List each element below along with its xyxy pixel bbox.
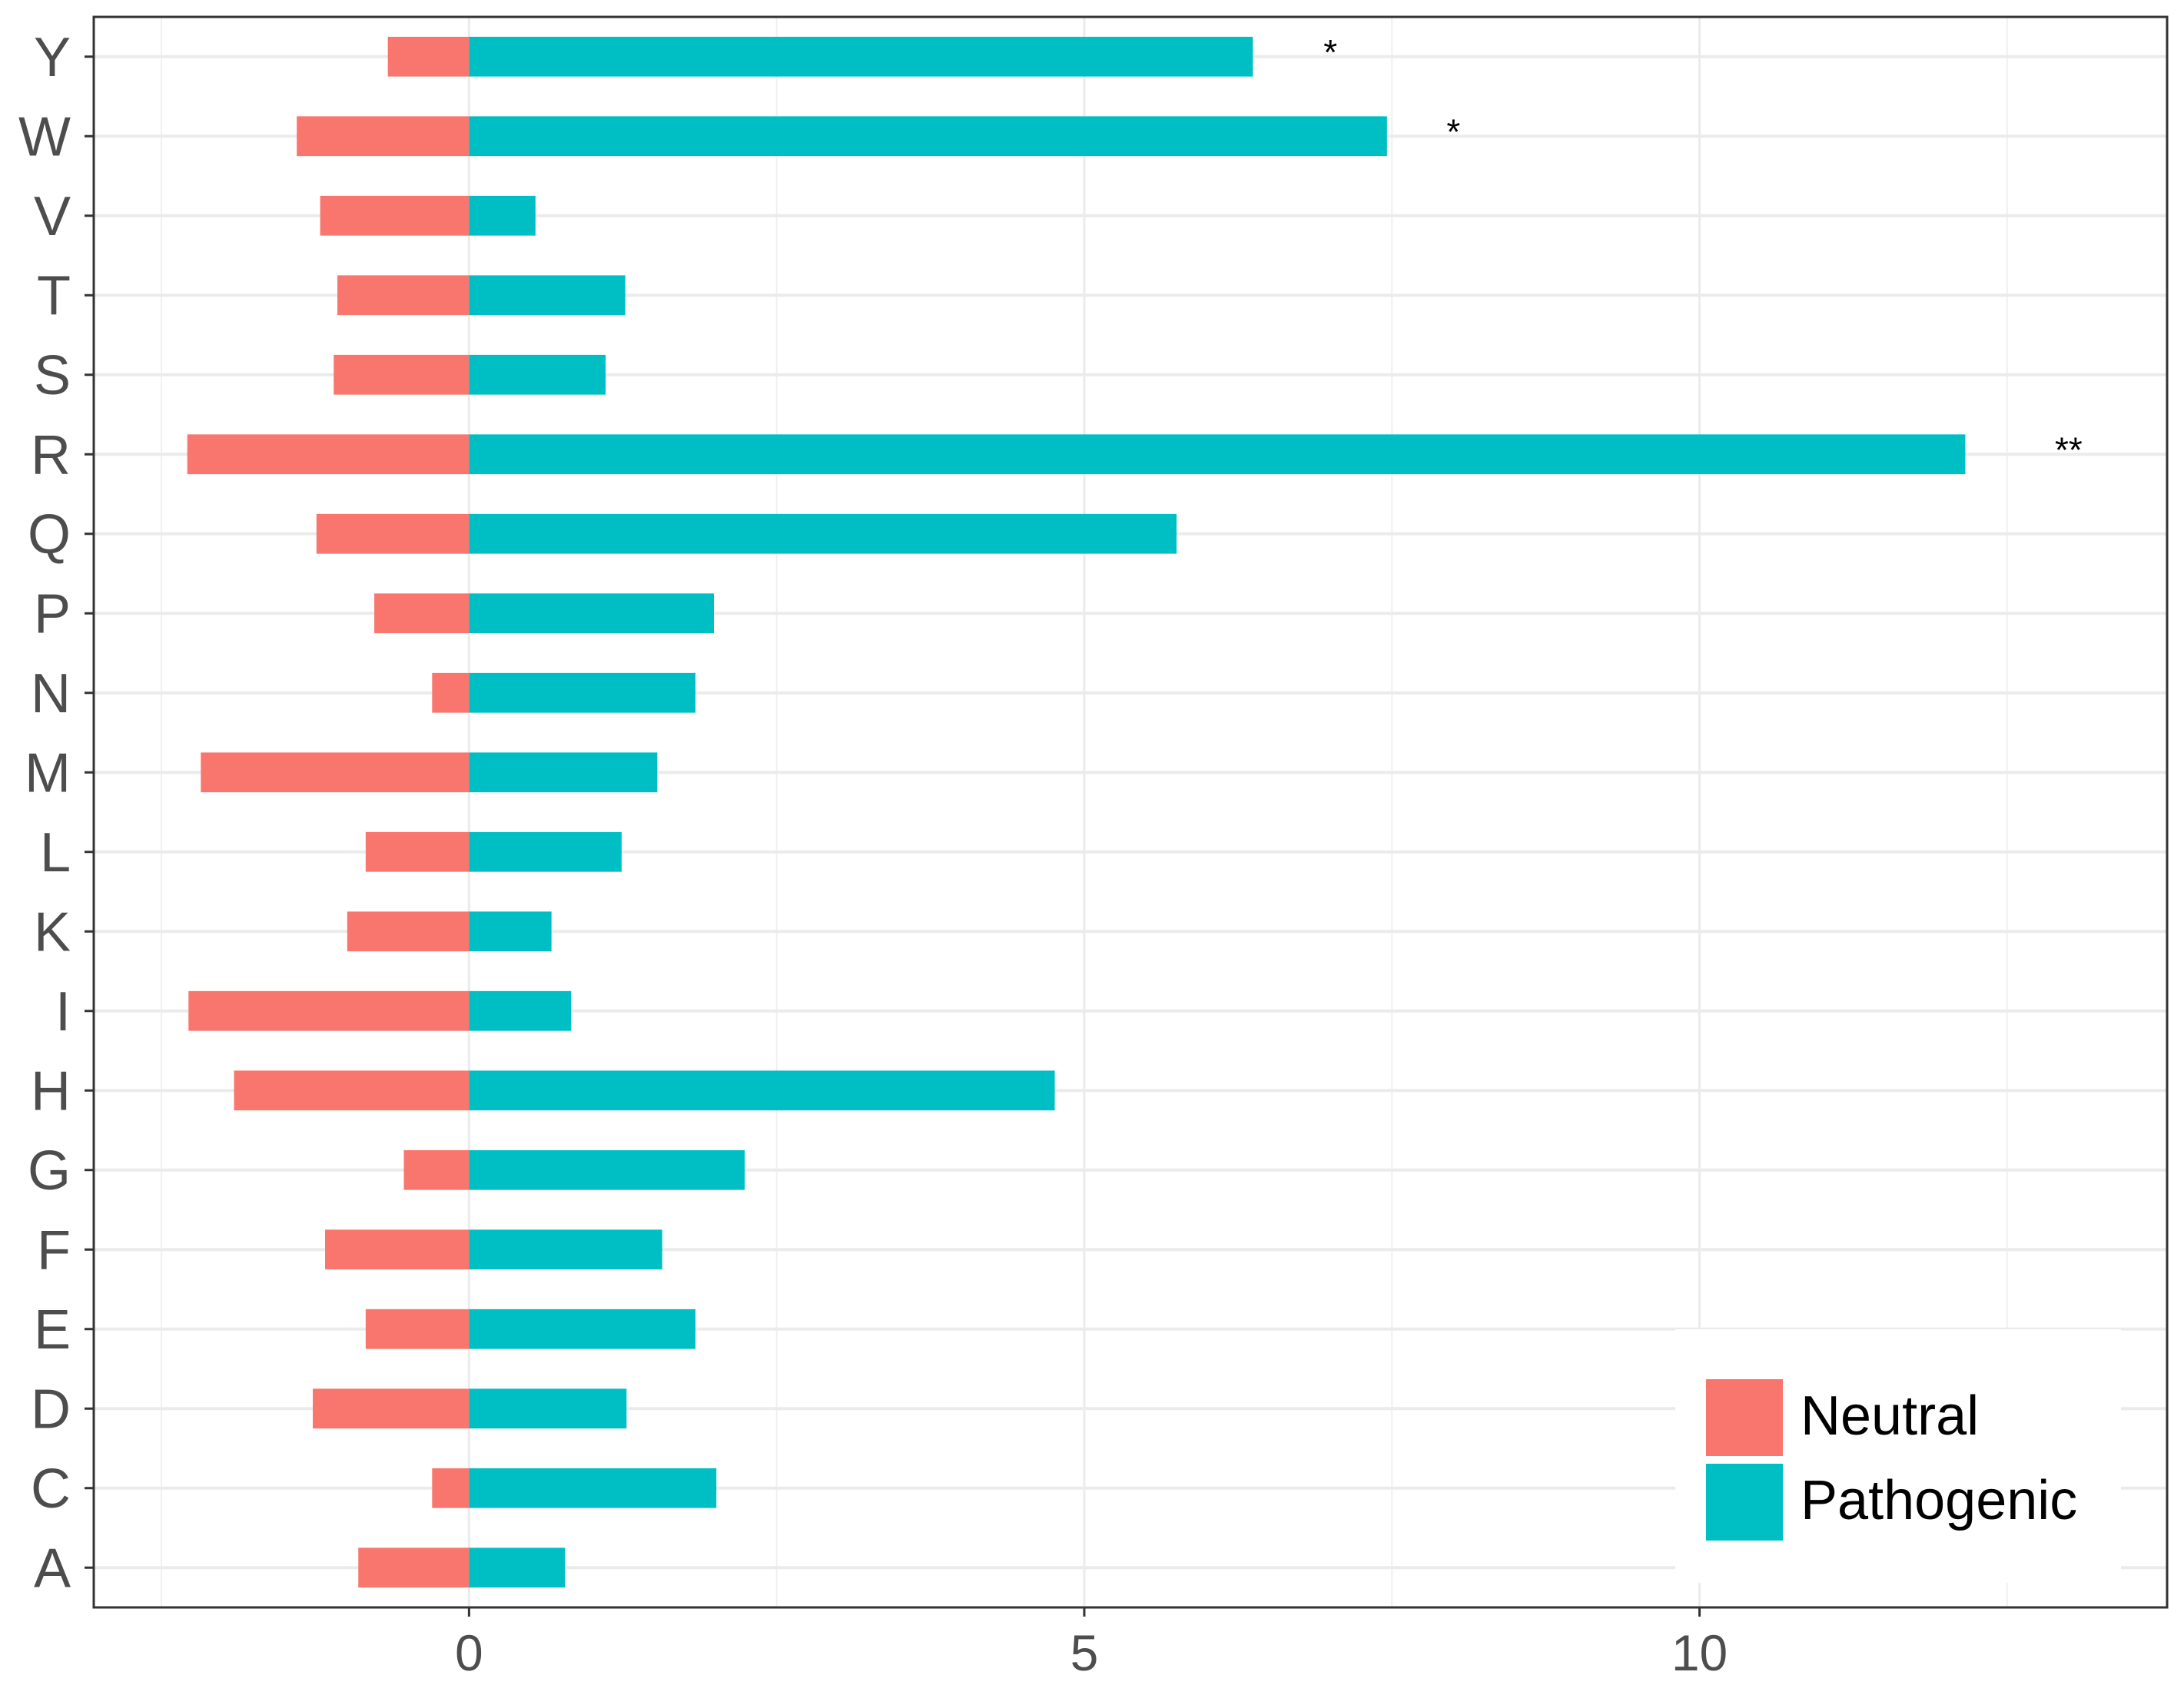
plot-border xyxy=(92,15,2169,1609)
neutral-bar-F xyxy=(325,1229,470,1270)
neutral-bar-K xyxy=(347,911,470,952)
neutral-bar-Q xyxy=(316,513,470,554)
y-tick-label: S xyxy=(34,345,71,406)
pathogenic-bar-I xyxy=(469,990,572,1031)
pathogenic-bar-A xyxy=(469,1547,566,1588)
neutral-bar-T xyxy=(337,275,470,316)
y-tick-label: G xyxy=(28,1140,71,1202)
pathogenic-bar-H xyxy=(469,1070,1055,1111)
neutral-bar-V xyxy=(320,195,470,236)
y-tick-label: M xyxy=(25,742,71,804)
neutral-bar-G xyxy=(403,1149,470,1190)
y-tick-label: T xyxy=(37,265,71,327)
x-tick-label: 0 xyxy=(455,1624,483,1681)
neutral-bar-Y xyxy=(387,36,470,77)
significance-annotations: **** xyxy=(1323,32,2083,470)
pathogenic-bar-W xyxy=(469,116,1387,157)
significance-label: * xyxy=(1323,32,1337,72)
neutral-bar-I xyxy=(188,990,470,1031)
pathogenic-bar-P xyxy=(469,593,714,634)
y-tick-label: R xyxy=(31,424,71,486)
pathogenic-bar-R xyxy=(469,434,1966,475)
neutral-bar-N xyxy=(432,672,470,713)
legend-key-neutral xyxy=(1706,1379,1783,1456)
y-tick-label: I xyxy=(55,981,71,1043)
y-tick-label: Q xyxy=(28,504,71,566)
neutral-bar-M xyxy=(201,752,470,793)
y-tick-label: H xyxy=(31,1060,71,1122)
pathogenic-bar-K xyxy=(469,911,552,952)
pathogenic-bar-M xyxy=(469,752,658,793)
y-tick-label: N xyxy=(31,663,71,725)
pathogenic-bar-S xyxy=(469,354,606,395)
pathogenic-bar-Y xyxy=(469,36,1253,77)
y-tick-label: C xyxy=(31,1458,71,1520)
y-tick-label: L xyxy=(40,822,71,884)
x-tick-label: 5 xyxy=(1070,1624,1099,1681)
pathogenic-bar-T xyxy=(469,275,626,316)
bars xyxy=(187,36,1966,1588)
pathogenic-bar-C xyxy=(469,1468,717,1508)
y-tick-label: K xyxy=(34,901,71,963)
y-tick-label: F xyxy=(37,1219,71,1281)
neutral-bar-H xyxy=(234,1070,470,1111)
y-tick-label: E xyxy=(34,1299,71,1361)
neutral-bar-R xyxy=(187,434,470,475)
legend: Neutral Pathogenic xyxy=(1675,1329,2121,1583)
neutral-bar-C xyxy=(432,1468,470,1508)
neutral-bar-E xyxy=(365,1309,470,1349)
pathogenic-bar-Q xyxy=(469,513,1177,554)
pathogenic-bar-D xyxy=(469,1388,627,1429)
neutral-bar-D xyxy=(313,1388,470,1429)
neutral-bar-A xyxy=(358,1547,470,1588)
pathogenic-bar-F xyxy=(469,1229,662,1270)
pathogenic-bar-V xyxy=(469,195,536,236)
y-tick-label: A xyxy=(34,1537,71,1599)
y-tick-label: D xyxy=(31,1378,71,1440)
y-tick-label: Y xyxy=(34,27,71,88)
x-tick-label: 10 xyxy=(1671,1624,1728,1681)
legend-label-neutral: Neutral xyxy=(1801,1385,1979,1447)
pathogenic-bar-G xyxy=(469,1149,745,1190)
legend-label-pathogenic: Pathogenic xyxy=(1801,1470,2077,1531)
pathogenic-bar-L xyxy=(469,831,622,872)
neutral-bar-W xyxy=(297,116,470,157)
y-tick-label: W xyxy=(18,106,71,168)
pathogenic-bar-E xyxy=(469,1309,695,1349)
legend-key-pathogenic xyxy=(1706,1464,1783,1541)
y-tick-label: V xyxy=(34,186,71,247)
neutral-bar-L xyxy=(365,831,470,872)
neutral-bar-P xyxy=(374,593,470,634)
significance-label: * xyxy=(1446,111,1460,151)
neutral-bar-S xyxy=(334,354,470,395)
pathogenic-bar-N xyxy=(469,672,695,713)
y-tick-label: P xyxy=(34,583,71,645)
significance-label: ** xyxy=(2055,430,2083,469)
